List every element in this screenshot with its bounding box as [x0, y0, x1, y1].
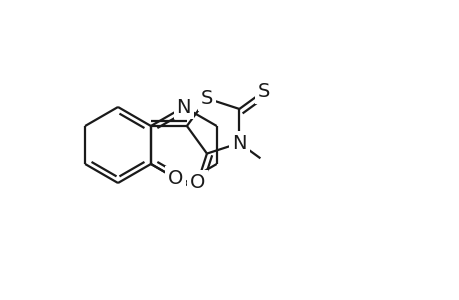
- Text: N: N: [176, 98, 190, 116]
- Text: S: S: [200, 89, 213, 108]
- Text: O: O: [167, 169, 182, 188]
- Text: S: S: [257, 82, 269, 101]
- Text: O: O: [190, 172, 205, 192]
- Text: N: N: [232, 134, 246, 152]
